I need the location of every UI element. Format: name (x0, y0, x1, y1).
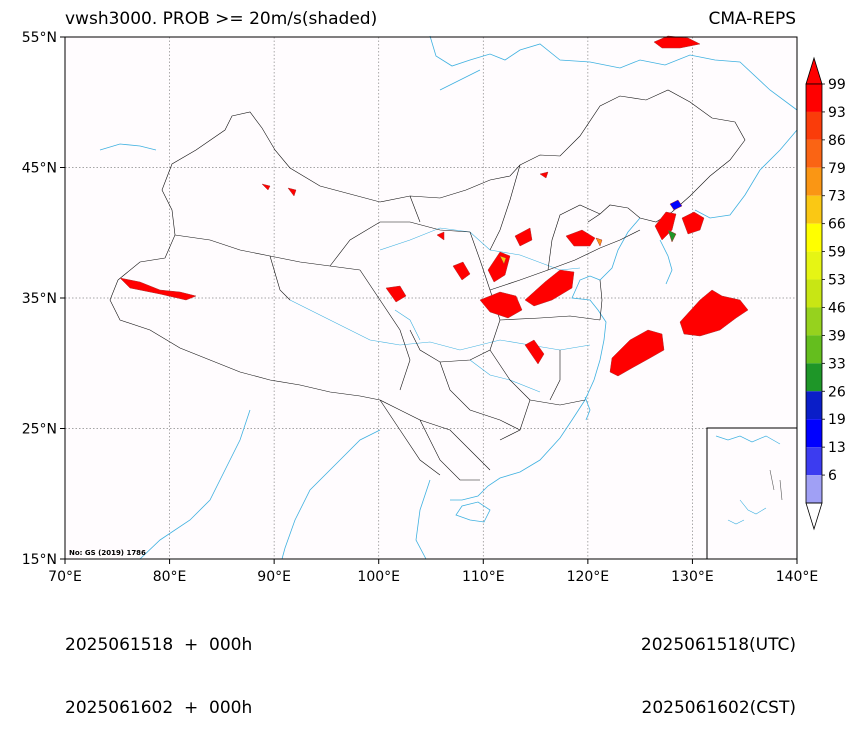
lon-tick-label: 140°E (776, 569, 819, 585)
colorbar-segment (806, 335, 822, 364)
lon-tick-label: 100°E (357, 569, 400, 585)
colorbar-label: 79 (828, 161, 846, 177)
colorbar-label: 99 (828, 77, 846, 93)
colorbar-segment (806, 84, 822, 112)
footer-left: 2025061518 + 000h 2025061602 + 000h (65, 593, 252, 740)
lat-tick-label: 55°N (22, 30, 57, 46)
gridlines (65, 37, 797, 559)
footer-left-line-1: 2025061518 + 000h (65, 635, 253, 655)
map-title: vwsh3000. PROB >= 20m/s(shaded) (65, 9, 378, 29)
colorbar-segment (806, 195, 822, 224)
colorbar-segment (806, 475, 822, 503)
colorbar-segment (806, 419, 822, 448)
lon-tick-label: 80°E (153, 569, 187, 585)
colorbar-label: 46 (828, 300, 846, 316)
colorbar-extend-max (805, 56, 823, 85)
lon-tick-label: 70°E (48, 569, 82, 585)
colorbar-label: 53 (828, 273, 846, 289)
colorbar-outline (805, 83, 823, 504)
colorbar-segment (806, 391, 822, 420)
map-review-note: No: GS (2019) 1786 (69, 549, 146, 557)
probability-shading (119, 35, 749, 377)
colorbar-segment (806, 167, 822, 196)
borders (109, 89, 746, 481)
colorbar-label: 73 (828, 189, 846, 205)
colorbar-label: 19 (828, 412, 846, 428)
lon-tick-label: 90°E (257, 569, 291, 585)
colorbar-label: 13 (828, 440, 846, 456)
lon-tick-label: 120°E (567, 569, 610, 585)
coastlines (99, 35, 798, 560)
colorbar-label: 93 (828, 105, 846, 121)
south-china-sea-inset (706, 427, 798, 560)
rivers (289, 227, 591, 393)
colorbar-label: 39 (828, 328, 846, 344)
colorbar-segment (806, 111, 822, 140)
footer-right-line-1: 2025061518(UTC) (640, 635, 796, 655)
colorbar-label: 26 (828, 384, 846, 400)
colorbar-segment (806, 139, 822, 168)
lat-tick-label: 15°N (22, 552, 57, 568)
colorbar-segment (806, 363, 822, 392)
axis-ticks: 70°E 80°E 90°E 100°E 110°E 120°E 130°E 140°E 55°… (22, 30, 819, 585)
lat-tick-label: 35°N (22, 291, 57, 307)
lon-tick-label: 110°E (462, 569, 505, 585)
colorbar-extend-min (805, 502, 823, 531)
colorbar-segment (806, 251, 822, 280)
colorbar-label: 86 (828, 133, 846, 149)
footer-right: 2025061518(UTC) 2025061602(CST) (641, 593, 796, 740)
colorbar: 99 93 86 79 73 66 59 53 46 39 33 26 19 13 6 (805, 56, 846, 531)
lon-tick-label: 130°E (671, 569, 714, 585)
colorbar-label: 66 (828, 217, 846, 233)
colorbar-label: 33 (828, 356, 846, 372)
colorbar-segment (806, 447, 822, 476)
footer-left-line-2: 2025061602 + 000h (65, 698, 253, 718)
footer-right-line-2: 2025061602(CST) (641, 698, 796, 718)
colorbar-label: 6 (828, 468, 837, 484)
colorbar-segment (806, 307, 822, 336)
probability-map: 70°E 80°E 90°E 100°E 110°E 120°E 130°E 140°E 55°… (22, 30, 846, 585)
model-name: CMA-REPS (708, 9, 796, 29)
colorbar-label: 59 (828, 245, 846, 261)
lat-tick-label: 25°N (22, 422, 57, 438)
colorbar-segment (806, 279, 822, 308)
lat-tick-label: 45°N (22, 161, 57, 177)
colorbar-segment (806, 223, 822, 252)
